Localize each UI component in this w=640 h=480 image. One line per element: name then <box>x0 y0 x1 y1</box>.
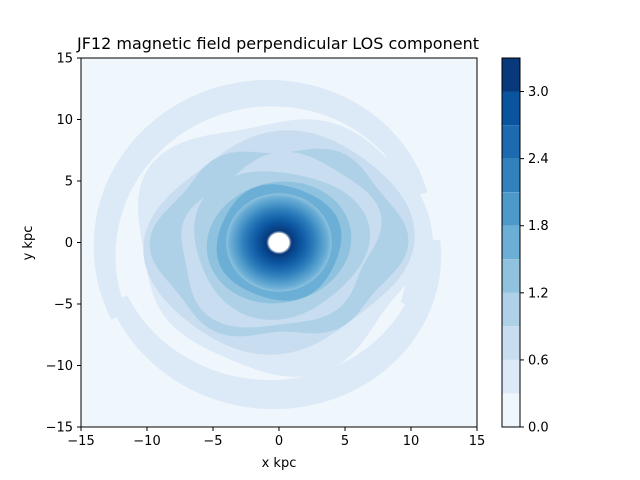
colorbar-tick-label: 2.4 <box>528 152 549 167</box>
x-tick-label: −5 <box>203 434 222 449</box>
colorbar-segment <box>502 393 520 427</box>
colorbar-tick-label: 0.6 <box>528 353 549 368</box>
colorbar-segment <box>502 125 520 159</box>
x-axis: −15 −10 −5 0 5 10 15 <box>67 427 485 449</box>
plot-area <box>81 58 477 427</box>
y-tick-label: −5 <box>54 298 73 313</box>
chart-title: JF12 magnetic field perpendicular LOS co… <box>76 34 479 53</box>
y-tick-label: 10 <box>56 113 73 128</box>
colorbar-segment <box>502 326 520 360</box>
colorbar-tick-label: 1.8 <box>528 219 549 234</box>
colorbar-segment <box>502 91 520 125</box>
y-tick-label: 0 <box>65 236 73 251</box>
colorbar-tick-label: 3.0 <box>528 85 549 100</box>
colorbar-segment <box>502 259 520 293</box>
colorbar-segment <box>502 58 520 92</box>
y-tick-label: 15 <box>56 52 73 67</box>
colorbar-frame <box>501 57 521 428</box>
x-tick-label: 5 <box>341 434 349 449</box>
x-tick-label: −15 <box>67 434 94 449</box>
outer-spiral-arm-lower <box>109 240 442 410</box>
y-tick-label: −15 <box>46 421 73 436</box>
y-tick-label: −10 <box>46 359 73 374</box>
colorbar-segment <box>502 192 520 226</box>
y-axis: −15 −10 −5 0 5 10 15 <box>46 52 81 436</box>
x-axis-label: x kpc <box>262 456 297 471</box>
contour-layers <box>93 79 442 410</box>
colorbar-segment <box>502 359 520 394</box>
colorbar-tick-label: 0.0 <box>528 421 549 436</box>
colorbar-segment <box>502 158 520 193</box>
x-tick-label: −10 <box>133 434 160 449</box>
x-tick-label: 0 <box>275 434 283 449</box>
colorbar-segment <box>502 225 520 260</box>
x-tick-label: 10 <box>403 434 420 449</box>
core-hole <box>268 232 290 253</box>
colorbar-tick-label: 1.2 <box>528 286 549 301</box>
y-tick-label: 5 <box>65 175 73 190</box>
colorbar: 0.0 0.6 1.2 1.8 2.4 3.0 <box>501 57 549 436</box>
colorbar-segment <box>502 292 520 327</box>
y-axis-label: y kpc <box>21 226 36 261</box>
x-tick-label: 15 <box>469 434 486 449</box>
outer-spiral-arm-right <box>374 155 433 309</box>
